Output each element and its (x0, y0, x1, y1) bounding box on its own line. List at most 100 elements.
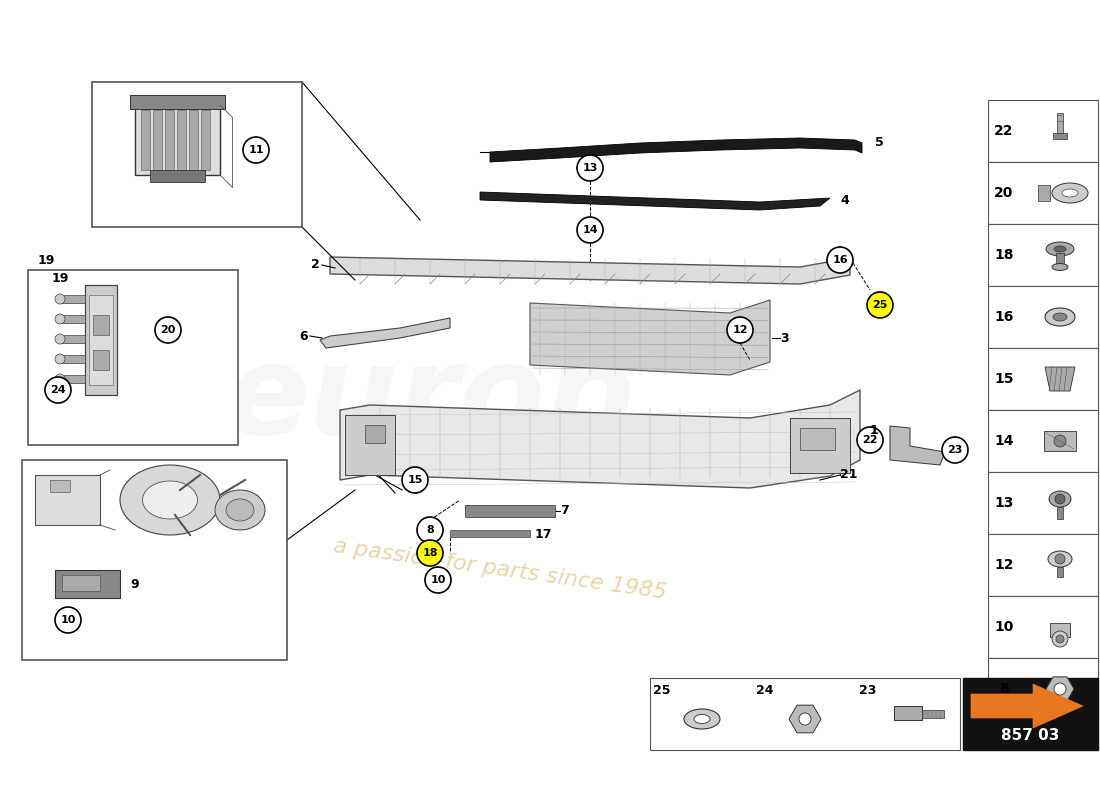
Circle shape (1054, 435, 1066, 447)
Bar (62, 575, 100, 591)
Bar (988, 100, 1098, 162)
Text: 12: 12 (994, 558, 1014, 572)
Text: 21: 21 (840, 469, 858, 482)
Circle shape (45, 377, 72, 403)
Bar (55, 570, 120, 598)
Circle shape (867, 292, 893, 318)
Polygon shape (530, 300, 770, 375)
Bar (1057, 113, 1063, 133)
Circle shape (155, 317, 182, 343)
Text: 25: 25 (872, 300, 888, 310)
Ellipse shape (1052, 263, 1068, 270)
Circle shape (55, 334, 65, 344)
Bar (189, 110, 198, 170)
Circle shape (55, 374, 65, 384)
Text: europ: europ (224, 339, 636, 461)
Bar (800, 428, 835, 450)
Bar (141, 110, 150, 170)
Text: 5: 5 (874, 137, 883, 150)
Ellipse shape (143, 481, 198, 519)
Bar (988, 224, 1098, 286)
Ellipse shape (1045, 308, 1075, 326)
Text: 25: 25 (653, 683, 671, 697)
Text: a passion for parts since 1985: a passion for parts since 1985 (332, 537, 668, 603)
Polygon shape (1046, 677, 1074, 701)
Ellipse shape (1046, 242, 1074, 256)
Bar (922, 710, 944, 718)
Circle shape (243, 137, 270, 163)
Text: 16: 16 (833, 255, 848, 265)
Bar (150, 170, 205, 182)
Bar (92, 82, 302, 227)
Circle shape (1054, 683, 1066, 695)
Circle shape (578, 155, 603, 181)
Ellipse shape (684, 709, 721, 729)
Ellipse shape (1062, 189, 1078, 197)
Text: 10: 10 (60, 615, 76, 625)
Bar (89, 295, 113, 385)
Polygon shape (320, 318, 450, 348)
Bar (790, 418, 850, 473)
Bar (988, 348, 1098, 410)
Ellipse shape (226, 499, 254, 521)
Text: 10: 10 (430, 575, 446, 585)
Text: 2: 2 (311, 258, 320, 271)
Text: 8: 8 (999, 682, 1009, 696)
Polygon shape (971, 684, 1084, 728)
Ellipse shape (694, 714, 710, 723)
Bar (465, 505, 556, 517)
Bar (60, 315, 85, 323)
Bar (650, 678, 960, 750)
Bar (50, 480, 70, 492)
Text: 24: 24 (51, 385, 66, 395)
Polygon shape (789, 705, 821, 733)
Text: 1: 1 (870, 423, 879, 437)
Bar (988, 410, 1098, 472)
Bar (988, 286, 1098, 348)
Circle shape (55, 354, 65, 364)
Circle shape (55, 607, 81, 633)
Polygon shape (480, 192, 830, 210)
Text: 3: 3 (780, 331, 789, 345)
Polygon shape (1045, 367, 1075, 391)
Bar (165, 110, 174, 170)
Ellipse shape (1053, 313, 1067, 321)
Bar (60, 355, 85, 363)
Bar (894, 706, 922, 720)
Ellipse shape (1054, 246, 1066, 252)
Bar (60, 295, 85, 303)
Text: 857 03: 857 03 (1001, 727, 1059, 742)
Circle shape (578, 217, 603, 243)
Bar (962, 678, 1098, 750)
Text: 18: 18 (422, 548, 438, 558)
Bar (1044, 431, 1076, 451)
Text: 10: 10 (994, 620, 1014, 634)
Bar (201, 110, 210, 170)
Text: 4: 4 (840, 194, 849, 206)
Bar (1053, 133, 1067, 139)
Bar (365, 425, 385, 443)
Polygon shape (490, 138, 862, 162)
Circle shape (799, 713, 811, 725)
Text: 22: 22 (862, 435, 878, 445)
Text: 13: 13 (582, 163, 597, 173)
Text: 15: 15 (407, 475, 422, 485)
Circle shape (55, 314, 65, 324)
Circle shape (1056, 635, 1064, 643)
Ellipse shape (1052, 183, 1088, 203)
Text: 19: 19 (37, 254, 55, 266)
Circle shape (417, 540, 443, 566)
Bar (22, 460, 287, 660)
Circle shape (827, 247, 853, 273)
Ellipse shape (214, 490, 265, 530)
Bar (988, 658, 1098, 720)
Bar (1038, 185, 1050, 201)
Text: 17: 17 (535, 527, 552, 541)
Bar (345, 415, 395, 475)
Ellipse shape (1049, 491, 1071, 507)
Circle shape (727, 317, 754, 343)
Bar (988, 534, 1098, 596)
Bar (60, 335, 85, 343)
Text: 23: 23 (859, 683, 877, 697)
Bar (1050, 623, 1070, 637)
